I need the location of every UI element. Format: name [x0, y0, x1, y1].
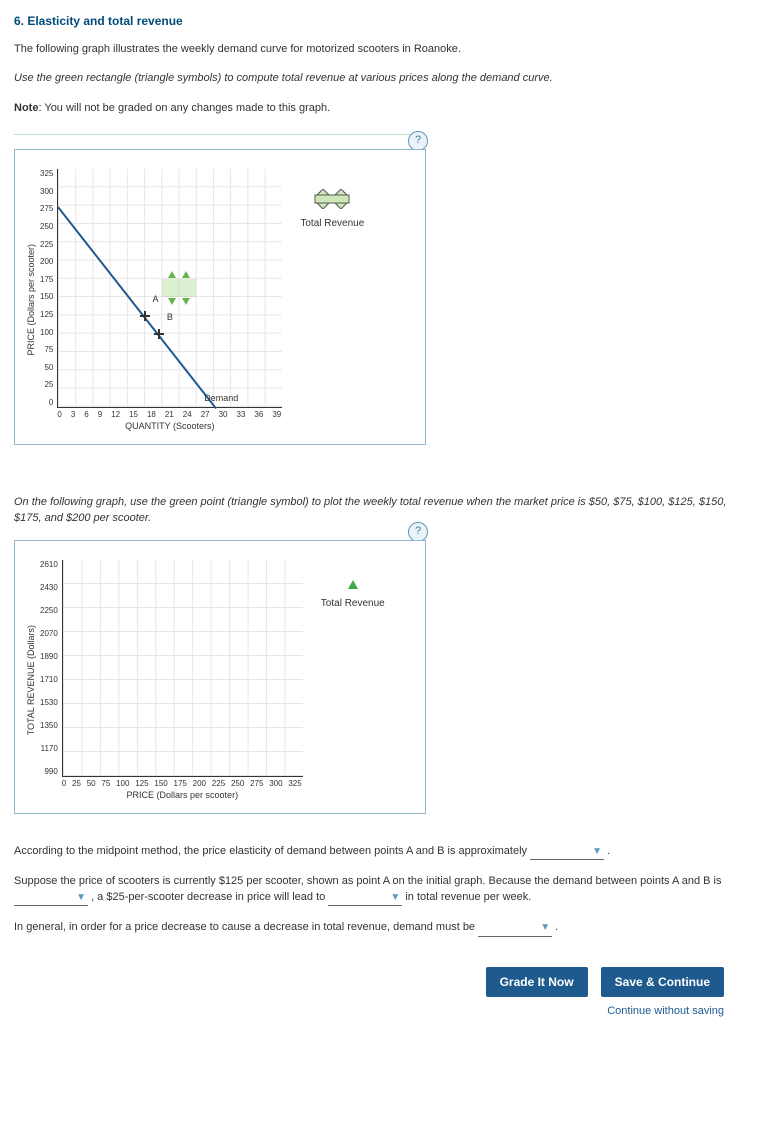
note-text: Note: You will not be graded on any chan…	[14, 101, 744, 116]
dropdown-revenue-change[interactable]: ▼	[328, 890, 402, 906]
question-general: In general, in order for a price decreas…	[14, 920, 744, 936]
legend-point-icon	[321, 580, 385, 592]
continue-without-saving-link[interactable]: Continue without saving	[14, 1005, 724, 1017]
y-ticks: 3253002752502252001751501251007550250	[40, 169, 57, 407]
q2-text-a: Suppose the price of scooters is current…	[14, 875, 722, 887]
q1-after: .	[607, 845, 610, 857]
y-axis-label-2: TOTAL REVENUE (Dollars)	[26, 625, 36, 735]
question-revenue-change: Suppose the price of scooters is current…	[14, 874, 744, 906]
q2-text-b: , a $25-per-scooter decrease in price wi…	[91, 891, 328, 903]
divider	[14, 134, 414, 135]
q1-text: According to the midpoint method, the pr…	[14, 845, 527, 857]
instruction-text: Use the green rectangle (triangle symbol…	[14, 71, 744, 86]
q2-text-c: in total revenue per week.	[405, 891, 531, 903]
legend-rect-icon	[300, 189, 364, 212]
dropdown-elasticity[interactable]: ▼	[530, 844, 604, 860]
grade-button[interactable]: Grade It Now	[486, 967, 588, 997]
intro-text: The following graph illustrates the week…	[14, 42, 744, 57]
graph-demand[interactable]: PRICE (Dollars per scooter) 325300275250…	[14, 149, 426, 445]
button-row: Grade It Now Save & Continue	[14, 967, 724, 997]
chart2-instruction: On the following graph, use the green po…	[14, 495, 744, 526]
help-icon[interactable]: ?	[408, 522, 428, 542]
plot-area[interactable]: DemandAB	[57, 169, 282, 408]
dropdown-elastic-type[interactable]: ▼	[14, 890, 88, 906]
note-body: : You will not be graded on any changes …	[38, 102, 330, 114]
plot-area-2[interactable]	[62, 560, 303, 777]
legend-label-2: Total Revenue	[321, 598, 385, 609]
legend-total-revenue[interactable]: Total Revenue	[282, 169, 366, 431]
x-axis-label-2: PRICE (Dollars per scooter)	[62, 790, 303, 800]
q3-text-b: .	[555, 921, 558, 933]
x-axis-label: QUANTITY (Scooters)	[57, 421, 282, 431]
note-label: Note	[14, 102, 38, 114]
q3-text-a: In general, in order for a price decreas…	[14, 921, 478, 933]
y-axis-label: PRICE (Dollars per scooter)	[26, 244, 36, 356]
x-ticks-2: 0255075100125150175200225250275300325	[62, 779, 302, 788]
question-title: 6. Elasticity and total revenue	[14, 14, 744, 28]
help-icon[interactable]: ?	[408, 131, 428, 151]
y-ticks-2: 261024302250207018901710153013501170990	[40, 560, 62, 776]
question-elasticity: According to the midpoint method, the pr…	[14, 844, 744, 860]
graph-revenue[interactable]: TOTAL REVENUE (Dollars) 2610243022502070…	[14, 540, 426, 814]
legend-label: Total Revenue	[300, 218, 364, 229]
dropdown-demand-type[interactable]: ▼	[478, 920, 552, 936]
save-continue-button[interactable]: Save & Continue	[601, 967, 724, 997]
legend-total-revenue-2[interactable]: Total Revenue	[303, 560, 387, 800]
x-ticks: 036912151821242730333639	[57, 410, 281, 419]
